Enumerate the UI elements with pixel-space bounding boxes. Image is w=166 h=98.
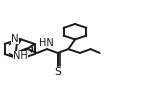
Text: NH: NH [13, 51, 28, 61]
Text: HN: HN [39, 38, 54, 48]
Text: N: N [11, 34, 19, 44]
Text: S: S [54, 67, 61, 77]
